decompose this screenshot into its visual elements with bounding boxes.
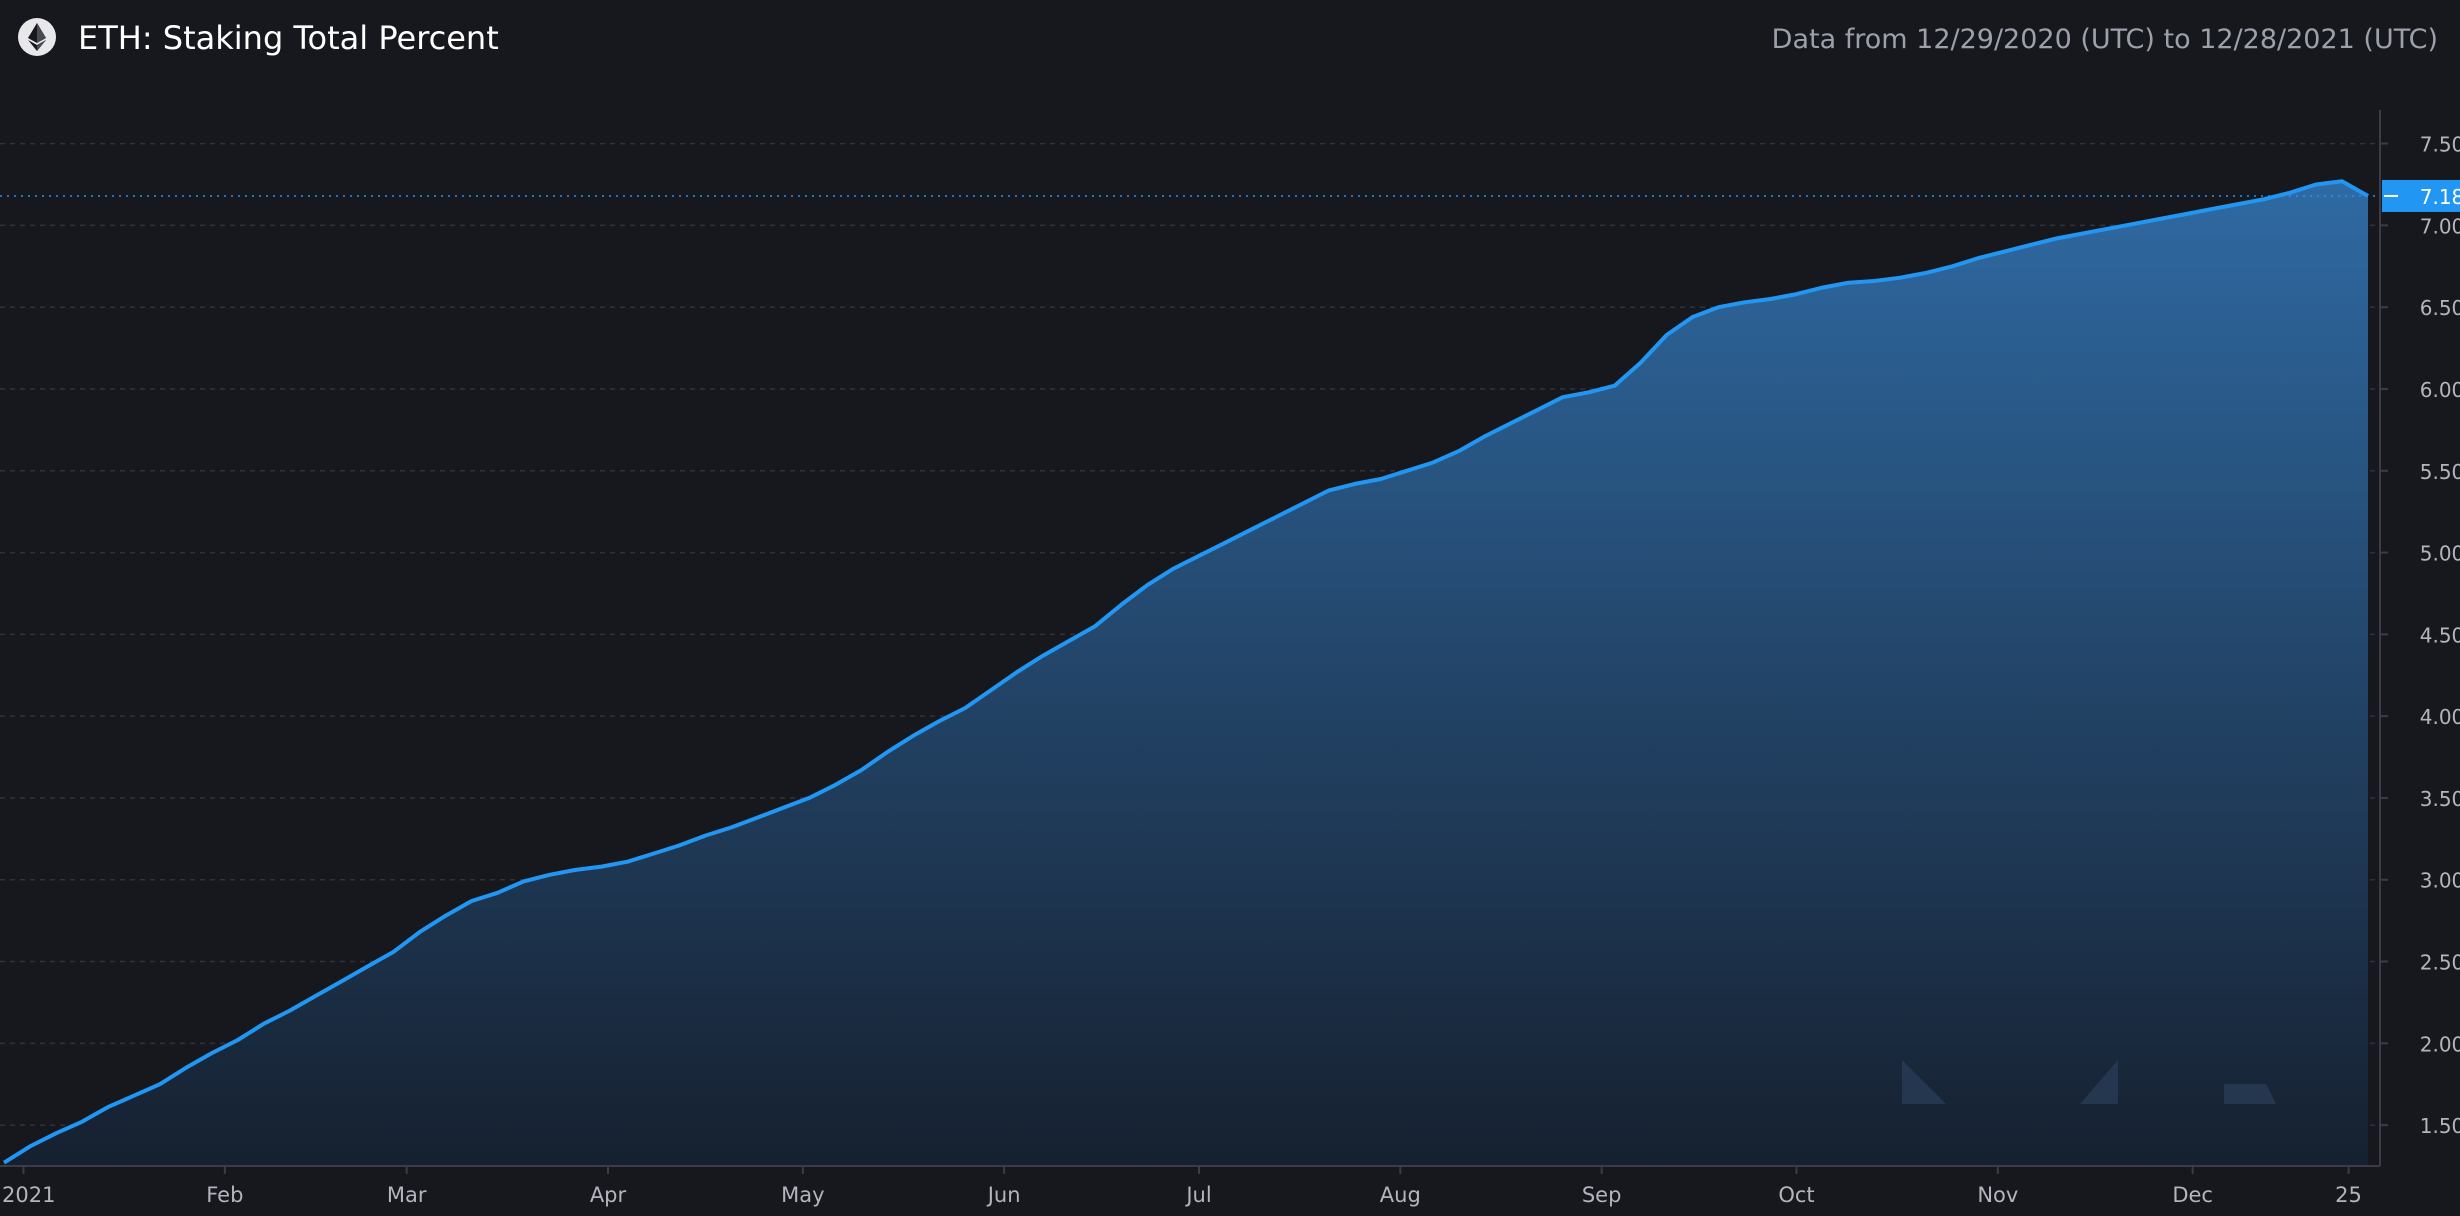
y-tick-label: 6.00 <box>2420 378 2460 402</box>
series-area-fill <box>4 181 2368 1166</box>
chart-title: ETH: Staking Total Percent <box>78 19 499 57</box>
watermark-shape <box>1902 1060 1946 1104</box>
y-tick-label: 4.50 <box>2420 623 2460 647</box>
last-value-label: 7.18 <box>2420 185 2460 209</box>
x-tick-label: Jul <box>1184 1183 1211 1207</box>
watermark-shape <box>2080 1060 2118 1104</box>
watermark-shape <box>2224 1084 2276 1104</box>
x-tick-label: Sep <box>1582 1183 1622 1207</box>
y-tick-label: 6.50 <box>2420 296 2460 320</box>
x-tick-label: Aug <box>1380 1183 1421 1207</box>
x-tick-label: Feb <box>206 1183 243 1207</box>
series-line[interactable] <box>2 179 2369 1165</box>
y-tick-label: 2.50 <box>2420 951 2460 975</box>
x-axis[interactable]: 2021 Feb Mar Apr May Jun Jul Aug Sep Oct Nov Dec 25 <box>0 1165 2380 1207</box>
watermark <box>1902 1060 2276 1104</box>
x-tick-label: Oct <box>1778 1183 1814 1207</box>
x-tick-label: Dec <box>2172 1183 2213 1207</box>
date-range-label: Data from 12/29/2020 (UTC) to 12/28/2021… <box>1771 24 2438 55</box>
y-tick-label: 5.50 <box>2420 460 2460 484</box>
y-tick-label: 4.00 <box>2420 705 2460 729</box>
x-tick-label: 25 <box>2335 1183 2362 1207</box>
y-tick-label: 2.00 <box>2420 1032 2460 1056</box>
y-tick-label: 1.50 <box>2420 1114 2460 1138</box>
y-axis[interactable]: 1.50 2.00 2.50 3.00 3.50 4.00 4.50 5.00 5.50 6.00… <box>2379 110 2460 1166</box>
y-tick-label: 3.00 <box>2420 869 2460 893</box>
y-tick-label: 7.00 <box>2420 214 2460 238</box>
x-tick-label: Jun <box>986 1183 1021 1207</box>
chart-header: ETH: Staking Total Percent Data from 12/… <box>0 0 2460 80</box>
x-tick-label: Mar <box>387 1183 427 1207</box>
y-tick-label: 7.50 <box>2420 133 2460 157</box>
x-tick-label: 2021 <box>2 1183 55 1207</box>
y-tick-label: 3.50 <box>2420 787 2460 811</box>
x-tick-label: Apr <box>590 1183 627 1207</box>
x-tick-label: Nov <box>1977 1183 2018 1207</box>
x-tick-label: May <box>781 1183 824 1207</box>
ethereum-icon <box>18 18 56 56</box>
series-line-layer <box>2 179 2369 1165</box>
y-tick-label: 5.00 <box>2420 542 2460 566</box>
area-fill-layer <box>4 181 2368 1166</box>
